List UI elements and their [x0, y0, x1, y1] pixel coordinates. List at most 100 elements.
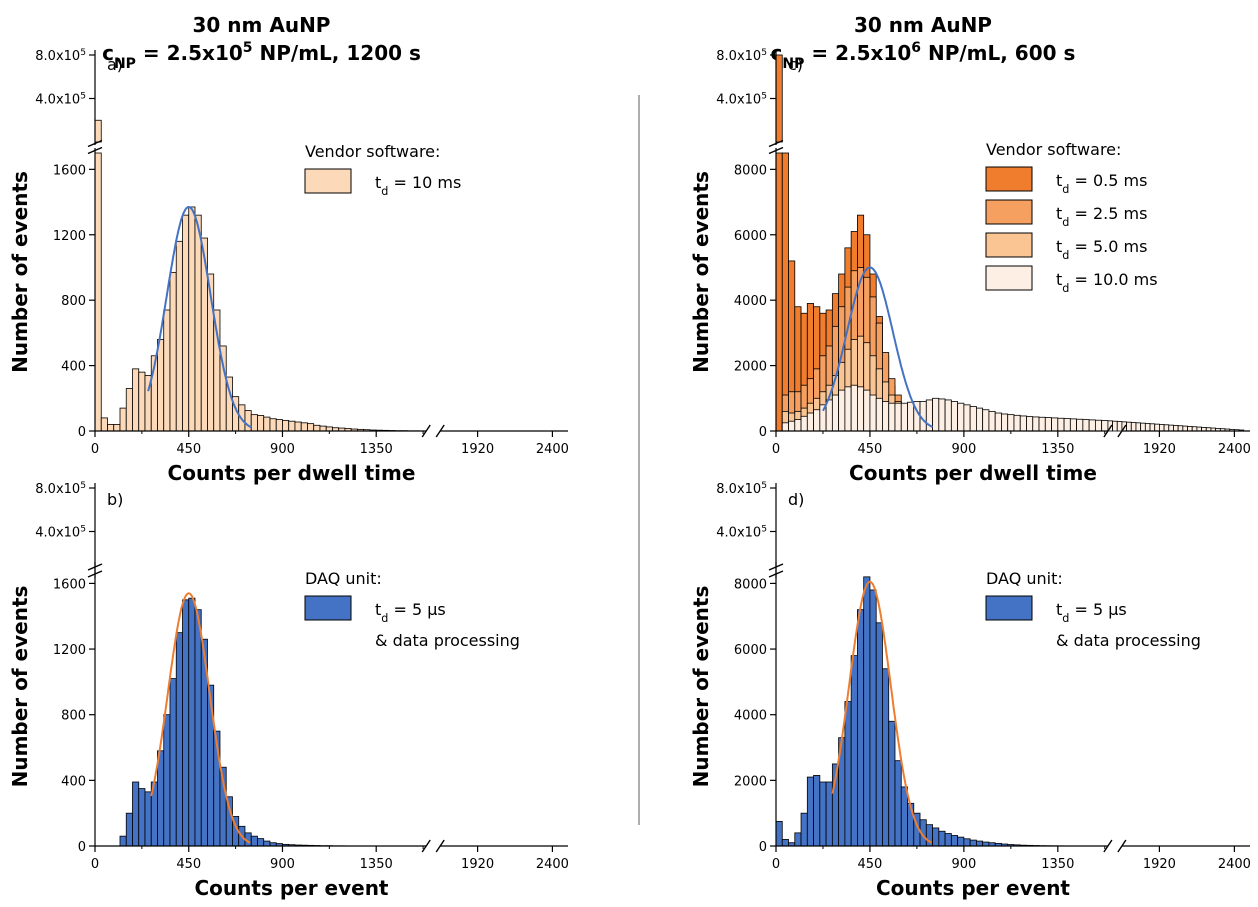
histogram-bar — [957, 402, 965, 432]
histogram-bar — [119, 407, 127, 432]
histogram-bar — [263, 416, 271, 432]
histogram-bar — [194, 214, 202, 432]
x-tick-label: 1350 — [1041, 442, 1074, 457]
x-axis-label: Counts per dwell time — [849, 461, 1097, 485]
histogram-bar — [950, 835, 959, 847]
histogram-bar — [1032, 416, 1040, 432]
histogram-bar — [1013, 414, 1021, 432]
y-tick-label: 0 — [78, 840, 86, 855]
histogram-bar — [319, 425, 327, 432]
y-tick-label: 1600 — [53, 577, 86, 592]
histogram-bar — [825, 781, 833, 847]
panel-d: d) 0 450 900 1350 1920 2400 0 2000 4000 6000 8000 4.… — [689, 481, 1251, 900]
y-tick-label: 400 — [61, 774, 86, 789]
histogram-bar — [944, 833, 952, 847]
y-tick-label-upper: 4.0x105 — [716, 525, 767, 541]
histogram-bar — [250, 414, 258, 432]
histogram-bar — [857, 386, 865, 432]
histogram-bar — [182, 599, 190, 847]
histogram-bar — [863, 576, 871, 847]
legend-label: td = 10.0 ms — [1056, 270, 1158, 295]
x-tick-label: 900 — [270, 442, 295, 457]
y-axis-label: Number of events — [8, 171, 32, 373]
legend-swatch — [985, 595, 1033, 621]
histogram-bar — [1019, 415, 1027, 432]
histogram-bar — [1051, 417, 1059, 432]
x-tick-label: 2400 — [1218, 857, 1251, 872]
x-tick-label: 450 — [858, 442, 883, 457]
histogram-bar — [325, 426, 333, 432]
histogram-bar — [94, 152, 102, 432]
x-tick-label: 2400 — [1218, 442, 1251, 457]
x-break-mark — [1117, 424, 1127, 438]
histogram-bar — [100, 417, 108, 432]
histogram-bar — [144, 791, 152, 847]
x-tick-label: 1350 — [360, 442, 393, 457]
histogram-bar — [975, 407, 984, 432]
histogram-bar — [250, 835, 258, 847]
legend-swatch — [985, 166, 1033, 192]
histogram-bar — [875, 397, 883, 432]
x-break-mark — [435, 839, 445, 853]
histogram-bar — [969, 839, 977, 847]
x-tick-label: 1350 — [360, 857, 393, 872]
chart-title-line2: cNP = 2.5x105 NP/mL, 1200 s — [102, 40, 421, 72]
histogram-bar — [263, 840, 271, 847]
panel-letter: a) — [107, 55, 123, 74]
histogram-bar — [1112, 420, 1118, 432]
histogram-bar — [850, 384, 858, 432]
x-tick-label: 0 — [91, 857, 99, 872]
y-tick-label: 4000 — [734, 709, 767, 724]
histogram-bar — [1116, 421, 1123, 432]
histogram-bar — [900, 786, 908, 847]
y-tick-label-upper: 8.0x105 — [716, 481, 767, 497]
histogram-bar — [1044, 417, 1052, 432]
histogram-bar — [869, 394, 877, 432]
histogram-bar — [957, 836, 965, 847]
histogram-bar — [831, 394, 840, 432]
histogram-bar — [781, 422, 789, 432]
histogram-bar — [950, 401, 959, 432]
histogram-bar — [788, 420, 796, 432]
histogram-bar — [1187, 426, 1193, 432]
x-tick-label: 0 — [772, 857, 780, 872]
y-tick-label-upper: 4.0x105 — [35, 92, 86, 108]
histogram-bar — [1088, 419, 1096, 432]
histogram-bar — [169, 678, 177, 847]
histogram-bar — [888, 402, 896, 432]
y-tick-label-upper: 8.0x105 — [716, 48, 767, 64]
x-tick-label: 450 — [858, 857, 883, 872]
histogram-bar — [1038, 416, 1046, 432]
histogram-bar — [863, 389, 871, 432]
histogram-bar — [313, 424, 321, 432]
histogram-bar — [781, 152, 789, 432]
histogram-bar — [813, 409, 821, 432]
histogram-bar — [882, 401, 890, 432]
histogram-bar — [1163, 424, 1170, 432]
legend-note: & data processing — [1056, 631, 1201, 650]
y-break-mark — [87, 563, 103, 571]
x-tick-label: 2400 — [536, 442, 569, 457]
x-axis-label: Counts per event — [876, 876, 1070, 900]
histogram-bar — [125, 812, 133, 847]
histogram-bar — [188, 597, 196, 847]
histogram-bar — [300, 422, 308, 432]
histogram-bar — [157, 750, 165, 847]
panel-b: b) 0 450 900 1350 1920 2400 0 400 800 1200 1600 4.0x… — [8, 481, 569, 900]
y-break-mark — [768, 563, 784, 571]
x-tick-label: 1920 — [461, 857, 494, 872]
histogram-bar — [1076, 418, 1084, 432]
histogram-bar — [157, 339, 165, 432]
y-tick-label: 0 — [78, 425, 86, 440]
histogram-bar — [794, 832, 802, 847]
histogram-bar — [907, 401, 915, 432]
x-tick-label: 450 — [176, 857, 201, 872]
chart-title-line2: cNP = 2.5x106 NP/mL, 600 s — [771, 40, 1076, 72]
histogram-bar — [819, 781, 827, 847]
histogram-bar — [1144, 423, 1151, 432]
histogram-bar — [125, 388, 133, 432]
x-break-mark — [1103, 424, 1113, 438]
x-break-mark — [1103, 839, 1113, 853]
histogram-bar — [850, 655, 858, 847]
